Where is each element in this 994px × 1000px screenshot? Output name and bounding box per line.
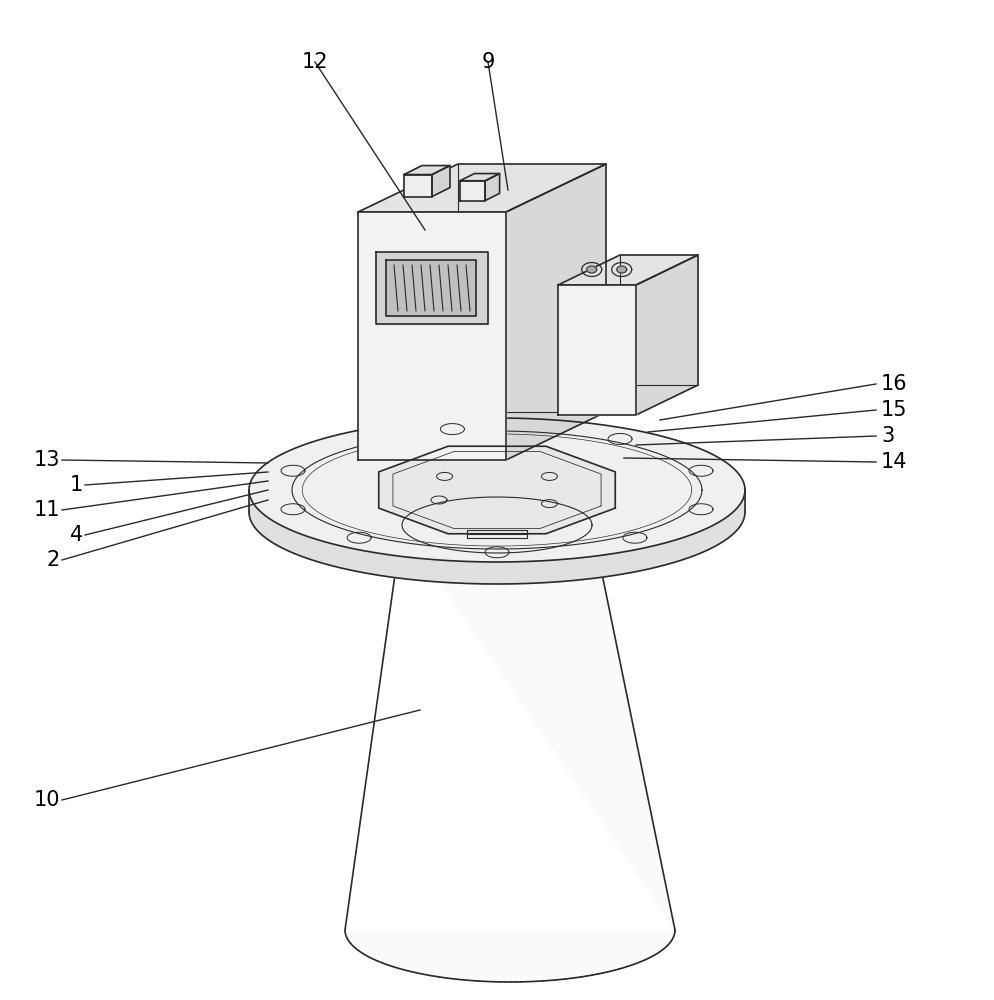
Polygon shape [485, 174, 500, 201]
Text: 15: 15 [881, 400, 908, 420]
Polygon shape [249, 490, 745, 584]
Polygon shape [460, 174, 500, 181]
Polygon shape [586, 266, 596, 273]
Polygon shape [379, 446, 615, 534]
Polygon shape [249, 418, 745, 562]
Text: 3: 3 [881, 426, 895, 446]
Polygon shape [506, 164, 606, 460]
Polygon shape [616, 266, 626, 273]
Text: 16: 16 [881, 374, 908, 394]
Polygon shape [358, 212, 506, 460]
Polygon shape [636, 255, 698, 415]
Text: 2: 2 [47, 550, 60, 570]
Polygon shape [345, 525, 675, 982]
Text: 9: 9 [481, 52, 495, 72]
Text: 13: 13 [34, 450, 60, 470]
Polygon shape [432, 166, 450, 197]
Polygon shape [460, 181, 485, 201]
Polygon shape [558, 255, 698, 285]
Polygon shape [404, 166, 450, 175]
Text: 1: 1 [70, 475, 83, 495]
Polygon shape [358, 164, 606, 212]
Text: 4: 4 [70, 525, 83, 545]
Polygon shape [376, 252, 488, 324]
Text: 12: 12 [302, 52, 328, 72]
Text: 11: 11 [34, 500, 60, 520]
Polygon shape [558, 285, 636, 415]
Text: 14: 14 [881, 452, 908, 472]
Polygon shape [404, 175, 432, 197]
Polygon shape [386, 260, 476, 316]
Text: 10: 10 [34, 790, 60, 810]
